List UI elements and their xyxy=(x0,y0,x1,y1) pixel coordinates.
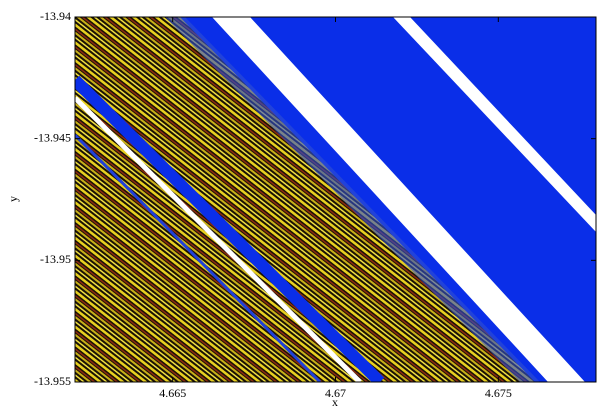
y-tick-label: -13.94 xyxy=(40,9,71,23)
y-tick-label: -13.955 xyxy=(34,374,71,388)
x-tick-label: 4.67 xyxy=(325,386,346,400)
x-tick-label: 4.665 xyxy=(159,386,186,400)
x-tick-label: 4.675 xyxy=(485,386,512,400)
y-tick-label: -13.95 xyxy=(40,252,71,266)
y-axis-label: y xyxy=(6,196,20,202)
map-image xyxy=(75,17,596,382)
x-axis-label: x xyxy=(332,395,338,409)
y-tick-label: -13.945 xyxy=(34,130,71,144)
